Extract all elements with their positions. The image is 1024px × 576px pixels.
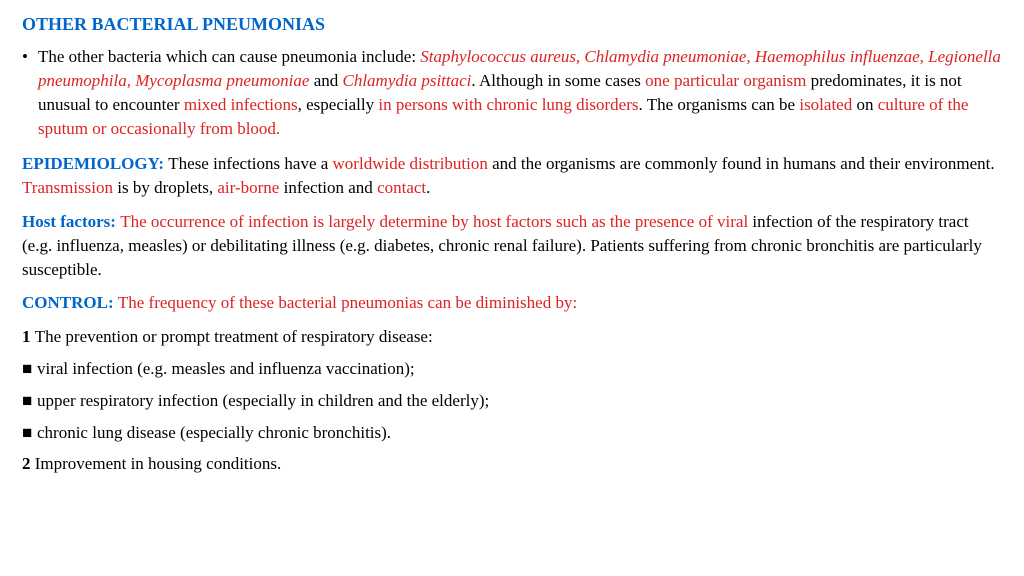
item-2-text: Improvement in housing conditions.: [35, 454, 281, 473]
p1-t12: isolated: [799, 95, 856, 114]
p2-t7: infection and: [284, 178, 377, 197]
bullet-item-2: ■ upper respiratory infection (especiall…: [22, 389, 1002, 413]
square-icon: ■: [22, 423, 37, 442]
number-1: 1: [22, 327, 35, 346]
p2-t5: is by droplets,: [117, 178, 217, 197]
paragraph-2: EPIDEMIOLOGY: These infections have a wo…: [22, 152, 1002, 200]
bullet-item-3: ■ chronic lung disease (especially chron…: [22, 421, 1002, 445]
paragraph-4: CONTROL: The frequency of these bacteria…: [22, 291, 1002, 315]
p1-t4: Chlamydia psittaci: [342, 71, 471, 90]
list-item-1: 1 The prevention or prompt treatment of …: [22, 325, 1002, 349]
bullet-item-1: ■ viral infection (e.g. measles and infl…: [22, 357, 1002, 381]
square-icon: ■: [22, 391, 37, 410]
document-title: OTHER BACTERIAL PNEUMONIAS: [22, 12, 1002, 37]
p1-t11: . The organisms can be: [639, 95, 800, 114]
p1-t13: on: [856, 95, 877, 114]
p1-t1: The other bacteria which can cause pneum…: [38, 47, 420, 66]
p4-t1: The frequency of these bacterial pneumon…: [118, 293, 577, 312]
item-1-text: The prevention or prompt treatment of re…: [35, 327, 433, 346]
number-2: 2: [22, 454, 35, 473]
p2-t6: air-borne: [217, 178, 283, 197]
p1-t8: mixed infections: [184, 95, 298, 114]
bullet-1-text: viral infection (e.g. measles and influe…: [37, 359, 415, 378]
p2-t4: Transmission: [22, 178, 117, 197]
epidemiology-label: EPIDEMIOLOGY:: [22, 154, 168, 173]
bullet-3-text: chronic lung disease (especially chronic…: [37, 423, 391, 442]
p2-t3: and the organisms are commonly found in …: [492, 154, 995, 173]
p1-t9: , especially: [298, 95, 379, 114]
paragraph-1: • The other bacteria which can cause pne…: [22, 45, 1002, 140]
host-factors-label: Host factors:: [22, 212, 120, 231]
list-item-2: 2 Improvement in housing conditions.: [22, 452, 1002, 476]
paragraph-3: Host factors: The occurrence of infectio…: [22, 210, 1002, 281]
p1-t10: in persons with chronic lung disorders: [378, 95, 638, 114]
p3-t1: The occurrence of infection is largely d…: [120, 212, 752, 231]
square-icon: ■: [22, 359, 37, 378]
p1-t6: one particular organism: [645, 71, 810, 90]
p1-t3: and: [314, 71, 343, 90]
bullet-icon: •: [22, 45, 28, 140]
control-label: CONTROL:: [22, 293, 118, 312]
p1-t5: . Although in some cases: [471, 71, 645, 90]
p2-t9: .: [426, 178, 430, 197]
p2-t2: worldwide distribution: [333, 154, 493, 173]
bullet-2-text: upper respiratory infection (especially …: [37, 391, 489, 410]
paragraph-1-content: The other bacteria which can cause pneum…: [38, 45, 1002, 140]
p2-t8: contact: [377, 178, 426, 197]
p2-t1: These infections have a: [168, 154, 332, 173]
